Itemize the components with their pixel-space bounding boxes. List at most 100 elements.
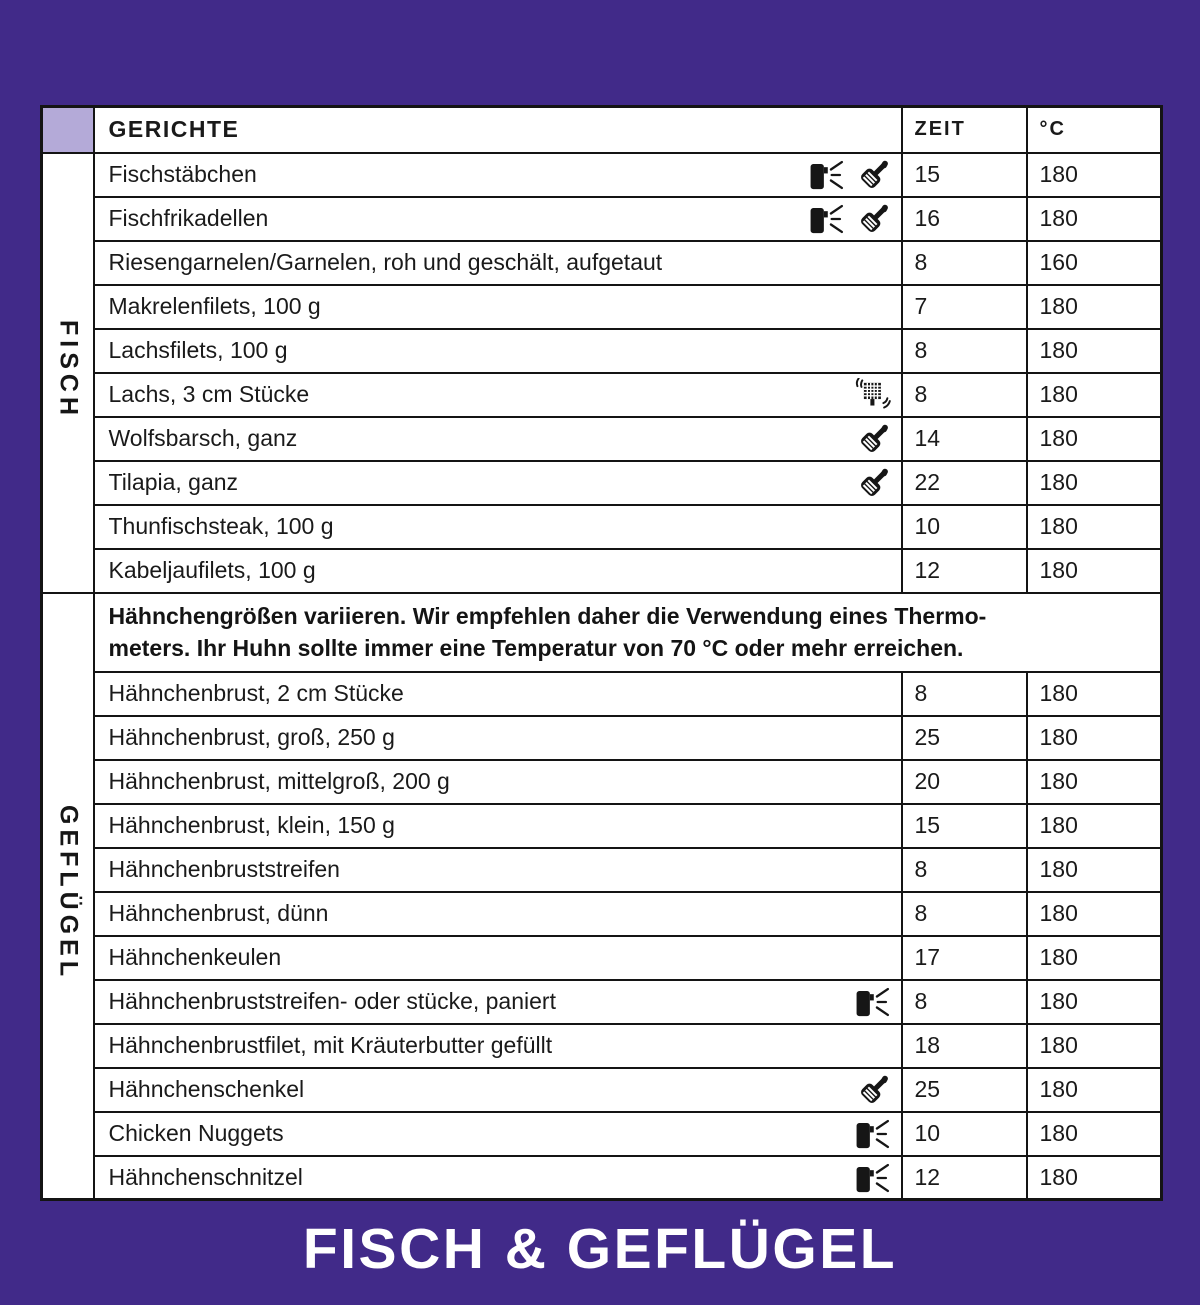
temp-value: 180 — [1025, 1110, 1163, 1157]
temp-value: 180 — [1025, 371, 1163, 418]
section-label-text: GEFLÜGEL — [54, 805, 83, 982]
time-value: 8 — [900, 978, 1028, 1025]
dish-name: Wolfsbarsch, ganz — [108, 425, 298, 451]
dish-name: Hähnchenbruststreifen — [108, 856, 340, 883]
dish-cell: Fischfrikadellen — [92, 195, 903, 242]
time-value: 17 — [900, 934, 1028, 981]
oil-spray-icon — [855, 986, 891, 1018]
dish-icons — [857, 466, 891, 500]
dish-cell: Hähnchenbrust, klein, 150 g — [92, 802, 903, 849]
dish-inner: Hähnchenbruststreifen- oder stücke, pani… — [95, 982, 901, 1022]
time-value: 8 — [900, 371, 1028, 418]
dish-inner: Riesengarnelen/Garnelen, roh und geschäl… — [95, 243, 901, 283]
dish-cell: Hähnchenbrust, mittelgroß, 200 g — [92, 758, 903, 805]
spatula-icon — [857, 202, 891, 236]
temp-value: 160 — [1025, 239, 1163, 286]
col-header-time: ZEIT — [900, 105, 1028, 154]
dish-name: Kabeljaufilets, 100 g — [108, 557, 316, 583]
col-header-temp: °C — [1025, 105, 1163, 154]
table-row: Wolfsbarsch, ganz 14 180 — [42, 415, 1163, 462]
time-value: 20 — [900, 758, 1028, 805]
dish-cell: Tilapia, ganz — [92, 459, 903, 506]
dish-inner: Hähnchenbruststreifen — [95, 850, 901, 890]
dish-name: Hähnchenbrustfilet, mit Kräuterbutter ge… — [108, 1032, 553, 1059]
dish-icons — [857, 422, 891, 456]
table-row: Hähnchenbruststreifen- oder stücke, pani… — [42, 978, 1163, 1025]
time-value: 15 — [900, 151, 1028, 198]
dish-inner: Hähnchenkeulen — [95, 938, 901, 978]
dish-inner: Hähnchenbrust, klein, 150 g — [95, 806, 901, 846]
dish-inner: Hähnchenbrust, dünn — [95, 894, 901, 934]
spatula-icon — [857, 158, 891, 192]
dish-icons — [857, 1073, 891, 1107]
table-row: Kabeljaufilets, 100 g 12 180 — [42, 547, 1163, 594]
dish-name: Hähnchenschenkel — [108, 1076, 305, 1103]
temp-value: 180 — [1025, 934, 1163, 981]
table-row: Hähnchenbrust, 2 cm Stücke 8 180 — [42, 670, 1163, 717]
table-row: Lachsfilets, 100 g 8 180 — [42, 327, 1163, 374]
dish-inner: Hähnchenbrust, groß, 250 g — [95, 718, 901, 758]
table-row: Fischfrikadellen 16 180 — [42, 195, 1163, 242]
temp-value: 180 — [1025, 195, 1163, 242]
dish-cell: Thunfischsteak, 100 g — [92, 503, 903, 550]
dish-name: Hähnchenbrust, klein, 150 g — [108, 812, 395, 839]
dish-cell: Wolfsbarsch, ganz — [92, 415, 903, 462]
dish-cell: Kabeljaufilets, 100 g — [92, 547, 903, 594]
dish-name: Hähnchenbrust, groß, 250 g — [108, 724, 395, 751]
dish-icons — [855, 1118, 891, 1150]
dish-icons — [853, 377, 891, 412]
section-label: FISCH — [40, 151, 95, 594]
temp-value: 180 — [1025, 283, 1163, 330]
temp-value: 180 — [1025, 978, 1163, 1025]
dish-name: Fischfrikadellen — [108, 205, 269, 231]
time-value: 25 — [900, 1066, 1028, 1113]
table-row: Hähnchenbrustfilet, mit Kräuterbutter ge… — [42, 1022, 1163, 1069]
dish-cell: Hähnchenkeulen — [92, 934, 903, 981]
dish-name: Tilapia, ganz — [108, 469, 239, 495]
dish-name: Lachs, 3 cm Stücke — [108, 381, 310, 407]
dish-icons — [855, 1162, 891, 1194]
time-value: 8 — [900, 890, 1028, 937]
time-value: 15 — [900, 802, 1028, 849]
dish-cell: Hähnchenbrustfilet, mit Kräuterbutter ge… — [92, 1022, 903, 1069]
temp-value: 180 — [1025, 802, 1163, 849]
time-value: 8 — [900, 239, 1028, 286]
time-value: 22 — [900, 459, 1028, 506]
dish-cell: Hähnchenbruststreifen — [92, 846, 903, 893]
dish-cell: Hähnchenschnitzel — [92, 1154, 903, 1201]
dish-icons — [809, 202, 891, 236]
dish-inner: Hähnchenbrust, mittelgroß, 200 g — [95, 762, 901, 802]
dish-icons — [809, 158, 891, 192]
dish-inner: Hähnchenschenkel — [95, 1070, 901, 1110]
table-row: Thunfischsteak, 100 g 10 180 — [42, 503, 1163, 550]
dish-inner: Fischstäbchen — [95, 155, 901, 195]
table-row: Lachs, 3 cm Stücke 8 180 — [42, 371, 1163, 418]
dish-inner: Hähnchenbrust, 2 cm Stücke — [95, 674, 901, 714]
dish-inner: Hähnchenschnitzel — [95, 1158, 901, 1198]
section-note: Hähnchengrößen variieren. Wir empfehlen … — [92, 591, 1163, 673]
dish-cell: Riesengarnelen/Garnelen, roh und geschäl… — [92, 239, 903, 286]
table-row: Chicken Nuggets 10 180 — [42, 1110, 1163, 1157]
oil-spray-icon — [809, 159, 845, 191]
page-title: FISCH & GEFLÜGEL — [302, 1217, 898, 1281]
dish-cell: Hähnchenschenkel — [92, 1066, 903, 1113]
time-value: 8 — [900, 670, 1028, 717]
time-value: 12 — [900, 547, 1028, 594]
dish-inner: Kabeljaufilets, 100 g — [95, 551, 901, 591]
section-label-text: FISCH — [54, 320, 83, 420]
temp-value: 180 — [1025, 714, 1163, 761]
dish-inner: Wolfsbarsch, ganz — [95, 419, 901, 459]
table-row: Hähnchenschnitzel 12 180 — [42, 1154, 1163, 1201]
table-row: FISCH Fischstäbchen 15 180 — [40, 151, 1163, 594]
table-row: Hähnchenbrust, groß, 250 g 25 180 — [42, 714, 1163, 761]
table-row: Hähnchenbrust, klein, 150 g 15 180 — [42, 802, 1163, 849]
time-value: 10 — [900, 1110, 1028, 1157]
dish-icons — [855, 986, 891, 1018]
dish-inner: Tilapia, ganz — [95, 463, 901, 503]
time-value: 8 — [900, 846, 1028, 893]
temp-value: 180 — [1025, 547, 1163, 594]
dish-name: Hähnchenbrust, 2 cm Stücke — [108, 680, 404, 707]
temp-value: 180 — [1025, 503, 1163, 550]
table-row: Tilapia, ganz 22 180 — [42, 459, 1163, 506]
